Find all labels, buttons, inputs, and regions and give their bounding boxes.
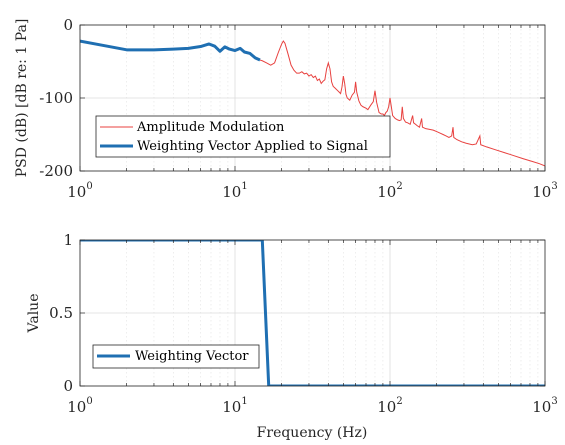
weighting-y-tick-label: 0.5 — [49, 304, 73, 322]
psd-legend: Amplitude Modulation Weighting Vector Ap… — [95, 115, 391, 158]
weighting-legend: Weighting Vector — [92, 344, 260, 369]
psd-legend-box — [95, 115, 391, 158]
weighting-legend-box — [92, 344, 260, 369]
psd-series — [80, 39, 545, 167]
psd-y-tick-label: -100 — [39, 89, 73, 107]
weighting-plot: 100 101 102 103 0 0.5 1 Value Frequency … — [26, 231, 558, 441]
series-line-weighting-vector-applied — [80, 39, 261, 62]
psd-y-tick-label: 0 — [63, 16, 73, 34]
psd-plot: 100 101 102 103 -200 -100 0 PSD (dB) [dB… — [14, 16, 558, 201]
series-line-amplitude-modulation — [259, 40, 545, 167]
psd-x-tick-label: 103 — [532, 181, 557, 201]
weighting-y-axis-label: Value — [26, 294, 42, 334]
psd-x-tick-label: 100 — [67, 181, 92, 201]
weighting-x-tick-label: 101 — [222, 396, 247, 416]
weighting-series — [80, 240, 545, 386]
weighting-x-tick-label: 100 — [67, 396, 92, 416]
psd-x-tick-label: 102 — [377, 181, 402, 201]
psd-ticks — [79, 24, 546, 172]
weighting-x-axis-label: Frequency (Hz) — [257, 425, 368, 441]
weighting-ticks — [79, 239, 546, 387]
psd-y-axis-label: PSD (dB) [dB re: 1 Pa] — [14, 19, 30, 178]
psd-x-tick-label: 101 — [222, 181, 247, 201]
legend-label-amplitude-modulation: Amplitude Modulation — [136, 120, 285, 135]
weighting-y-tick-label: 0 — [63, 377, 73, 395]
psd-y-tick-label: -200 — [39, 162, 73, 180]
series-line-weighting-vector — [80, 240, 545, 386]
weighting-x-tick-label: 102 — [377, 396, 402, 416]
weighting-x-tick-label: 103 — [532, 396, 557, 416]
legend-label-weighting-vector: Weighting Vector — [135, 349, 249, 364]
weighting-y-tick-label: 1 — [63, 231, 73, 249]
legend-label-weighting-vector-applied: Weighting Vector Applied to Signal — [137, 139, 368, 154]
